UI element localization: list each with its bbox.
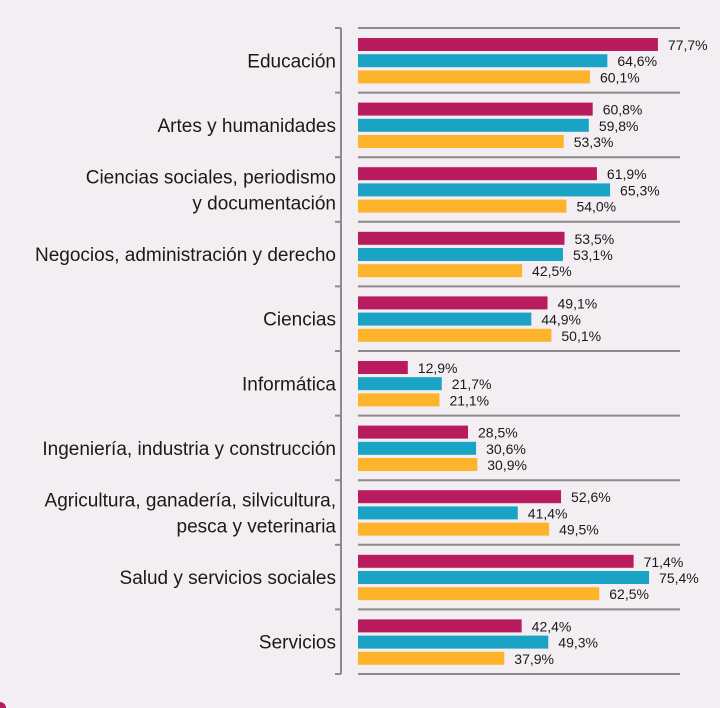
bar (358, 70, 590, 84)
data-label: 62,5% (609, 586, 649, 602)
data-label: 50,1% (561, 328, 601, 344)
bar (358, 506, 518, 520)
category-label: Informática (242, 374, 336, 395)
bar (358, 38, 658, 51)
data-label: 54,0% (576, 199, 616, 215)
data-label: 77,7% (668, 37, 708, 53)
data-label: 53,1% (573, 247, 613, 263)
bar (358, 522, 550, 536)
category-label: Ciencias sociales, periodismo (86, 168, 336, 189)
data-label: 30,6% (486, 441, 526, 457)
data-label: 37,9% (514, 651, 554, 667)
bar (358, 571, 650, 584)
category-label: Salud y servicios sociales (120, 568, 336, 589)
category-label: Ciencias (263, 310, 336, 331)
bar (358, 441, 477, 455)
bar (358, 361, 408, 374)
data-label: 71,4% (644, 554, 684, 570)
data-label: 59,8% (599, 118, 639, 134)
category-label: Agricultura, ganadería, silvicultura, (45, 491, 336, 512)
category-label: Educación (247, 51, 336, 72)
data-label: 28,5% (478, 425, 518, 441)
category-label: Ingeniería, industria y construcción (42, 439, 336, 460)
bar (358, 490, 562, 504)
data-label: 60,8% (603, 102, 643, 118)
data-label: 53,3% (574, 134, 614, 150)
data-label: 44,9% (541, 312, 581, 328)
bar (358, 135, 564, 148)
corner-decoration (0, 702, 6, 708)
data-label: 53,5% (575, 231, 615, 247)
bar (358, 54, 608, 68)
data-label: 21,1% (449, 392, 489, 408)
data-label: 12,9% (418, 360, 458, 376)
bar (358, 118, 589, 132)
bar (358, 458, 478, 471)
data-label: 49,3% (558, 635, 598, 651)
bar (358, 231, 565, 245)
category-label: Artes y humanidades (158, 116, 337, 137)
data-label: 52,6% (571, 489, 611, 505)
data-label: 41,4% (528, 505, 568, 521)
category-label: Servicios (259, 633, 336, 654)
data-label: 65,3% (620, 182, 660, 198)
bar (358, 651, 505, 665)
data-label: 42,4% (532, 618, 572, 634)
bar (358, 264, 523, 278)
bar (358, 199, 567, 213)
category-label: y documentación (192, 194, 336, 215)
data-label: 42,5% (532, 263, 572, 279)
bar (358, 248, 563, 261)
data-label: 49,5% (559, 522, 599, 538)
bar (358, 296, 548, 310)
bar (358, 328, 552, 342)
bar (358, 102, 593, 116)
bar (358, 619, 522, 633)
data-label: 64,6% (617, 53, 657, 69)
bar (358, 377, 442, 391)
bar (358, 167, 597, 181)
bar (358, 393, 440, 407)
bar (358, 183, 611, 197)
data-label: 75,4% (659, 570, 699, 586)
bar (358, 312, 532, 326)
category-label: Negocios, administración y derecho (35, 245, 336, 266)
category-label: pesca y veterinaria (177, 517, 337, 538)
data-label: 30,9% (487, 457, 527, 473)
data-label: 60,1% (600, 69, 640, 85)
data-label: 61,9% (607, 166, 647, 182)
data-label: 21,7% (452, 376, 492, 392)
bar (358, 425, 469, 439)
data-label: 49,1% (558, 295, 598, 311)
bar (358, 587, 600, 601)
bar (358, 635, 549, 649)
bar (358, 554, 634, 568)
